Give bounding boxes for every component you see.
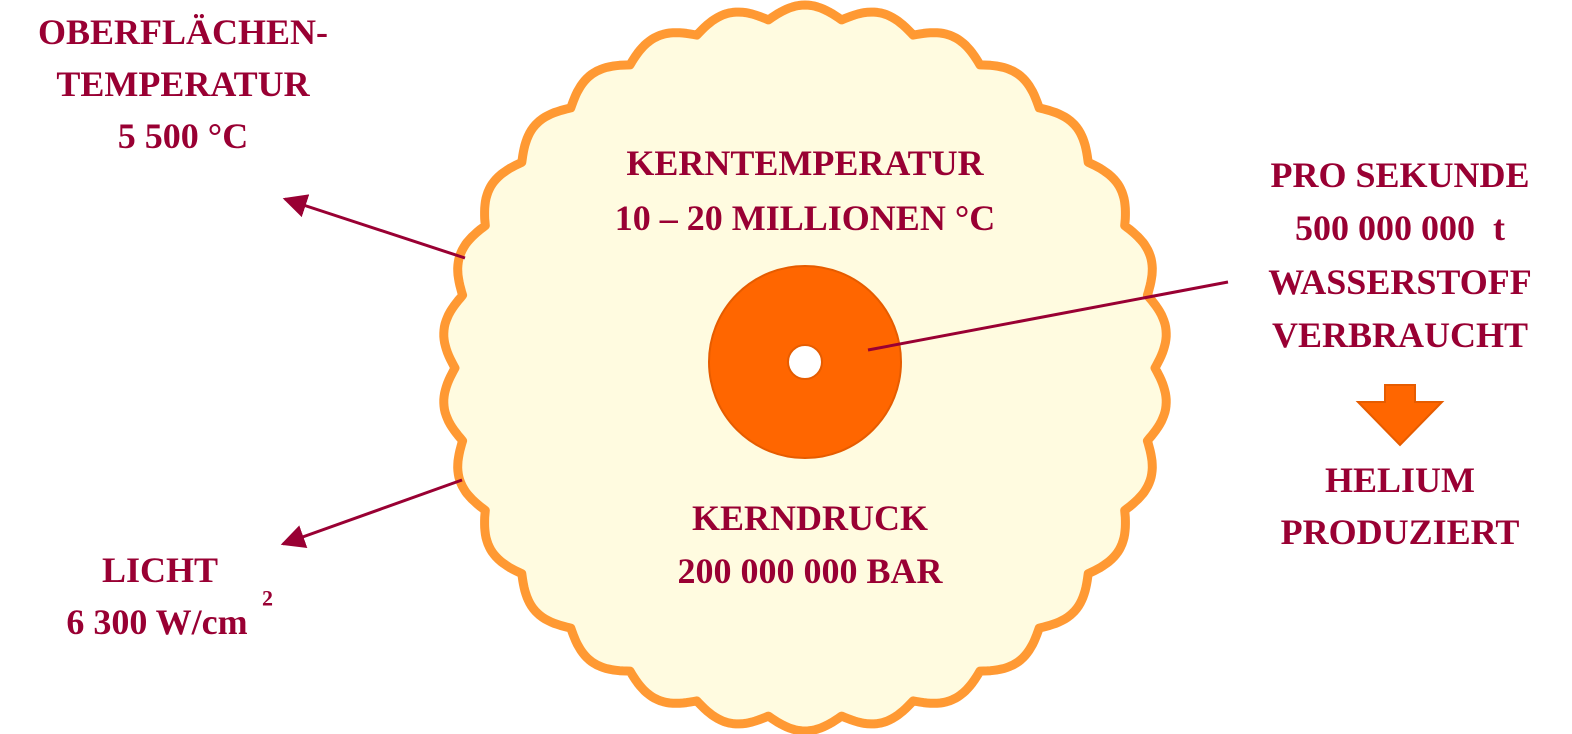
sun-diagram: OBERFLÄCHEN- TEMPERATUR 5 500 °C KERNTEM… xyxy=(0,0,1572,734)
helium-label: HELIUM xyxy=(1325,460,1475,500)
light-label: LICHT xyxy=(102,550,218,590)
hydrogen-label: WASSERSTOFF xyxy=(1268,262,1531,302)
surface-value: 5 500 °C xyxy=(118,116,248,156)
helium-label: PRODUZIERT xyxy=(1281,512,1520,552)
core-temperature-value: 10 – 20 MILLIONEN °C xyxy=(615,198,995,238)
surface-label: OBERFLÄCHEN- xyxy=(38,12,328,52)
down-arrow xyxy=(1358,385,1442,445)
core-pressure-value: 200 000 000 BAR xyxy=(677,551,943,591)
core-temperature-label: KERNTEMPERATUR xyxy=(626,143,984,183)
hydrogen-label: PRO SEKUNDE xyxy=(1270,155,1529,195)
light-value: 6 300 W/cm xyxy=(66,602,247,642)
core-center xyxy=(788,345,822,379)
hydrogen-value: 500 000 000 t xyxy=(1295,208,1505,248)
surface-label: TEMPERATUR xyxy=(56,64,310,104)
hydrogen-label: VERBRAUCHT xyxy=(1272,315,1528,355)
light-arrow xyxy=(283,480,462,544)
light-superscript: 2 xyxy=(262,586,273,611)
surface-arrow xyxy=(285,199,465,258)
core-pressure-label: KERNDRUCK xyxy=(692,498,928,538)
